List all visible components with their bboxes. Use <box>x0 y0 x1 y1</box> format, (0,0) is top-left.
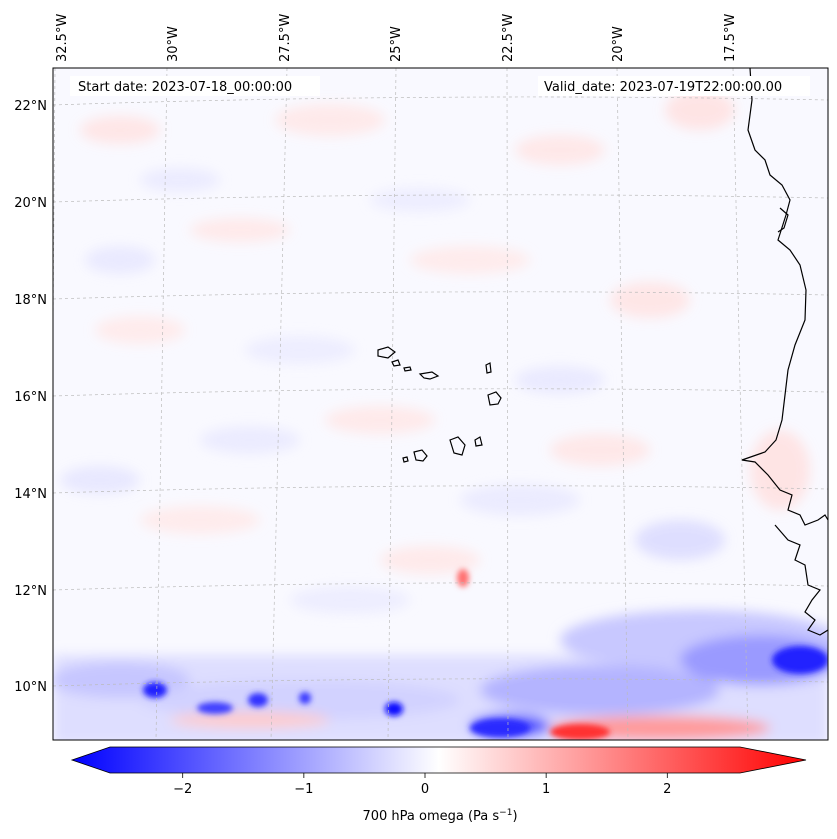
valid-date-box <box>538 76 810 96</box>
lat-label-14n: 14°N <box>14 487 47 502</box>
start-date-box <box>70 76 320 96</box>
lon-label-27-5w: 27.5°W <box>278 14 293 62</box>
lat-label-12n: 12°N <box>14 584 47 599</box>
lon-label-22-5w: 22.5°W <box>501 14 516 62</box>
colorbar: −2 −1 0 1 2 700 hPa omega (Pa s−1) <box>70 746 807 824</box>
graticule <box>53 68 828 740</box>
lat-label-16n: 16°N <box>14 390 47 405</box>
colorbar-tick-label: 1 <box>542 782 550 797</box>
lat-label-10n: 10°N <box>14 680 47 695</box>
colorbar-ticks: −2 −1 0 1 2 <box>173 773 671 797</box>
valid-date-text: Valid_date: 2023-07-19T22:00:00.00 <box>544 80 782 95</box>
colorbar-tick-label: 0 <box>421 782 429 797</box>
map-frame <box>52 67 829 741</box>
lat-label-20n: 20°N <box>14 196 47 211</box>
colorbar-label: 700 hPa omega (Pa s−1) <box>362 808 517 824</box>
colorbar-tick-label: 2 <box>663 782 671 797</box>
colorbar-tick-label: −1 <box>294 782 313 797</box>
lat-label-22n: 22°N <box>14 99 47 114</box>
lon-label-17-5w: 17.5°W <box>723 14 738 62</box>
islands <box>377 346 502 463</box>
omega-field <box>53 68 828 740</box>
lon-label-20w: 20°W <box>611 26 626 62</box>
coastline <box>741 68 828 636</box>
lon-label-25w: 25°W <box>389 26 404 62</box>
colorbar-tick-label: −2 <box>173 782 192 797</box>
lat-label-18n: 18°N <box>14 293 47 308</box>
lon-label-30w: 30°W <box>166 26 181 62</box>
lon-label-32-5w: 32.5°W <box>55 14 70 62</box>
start-date-text: Start date: 2023-07-18_00:00:00 <box>78 80 292 95</box>
